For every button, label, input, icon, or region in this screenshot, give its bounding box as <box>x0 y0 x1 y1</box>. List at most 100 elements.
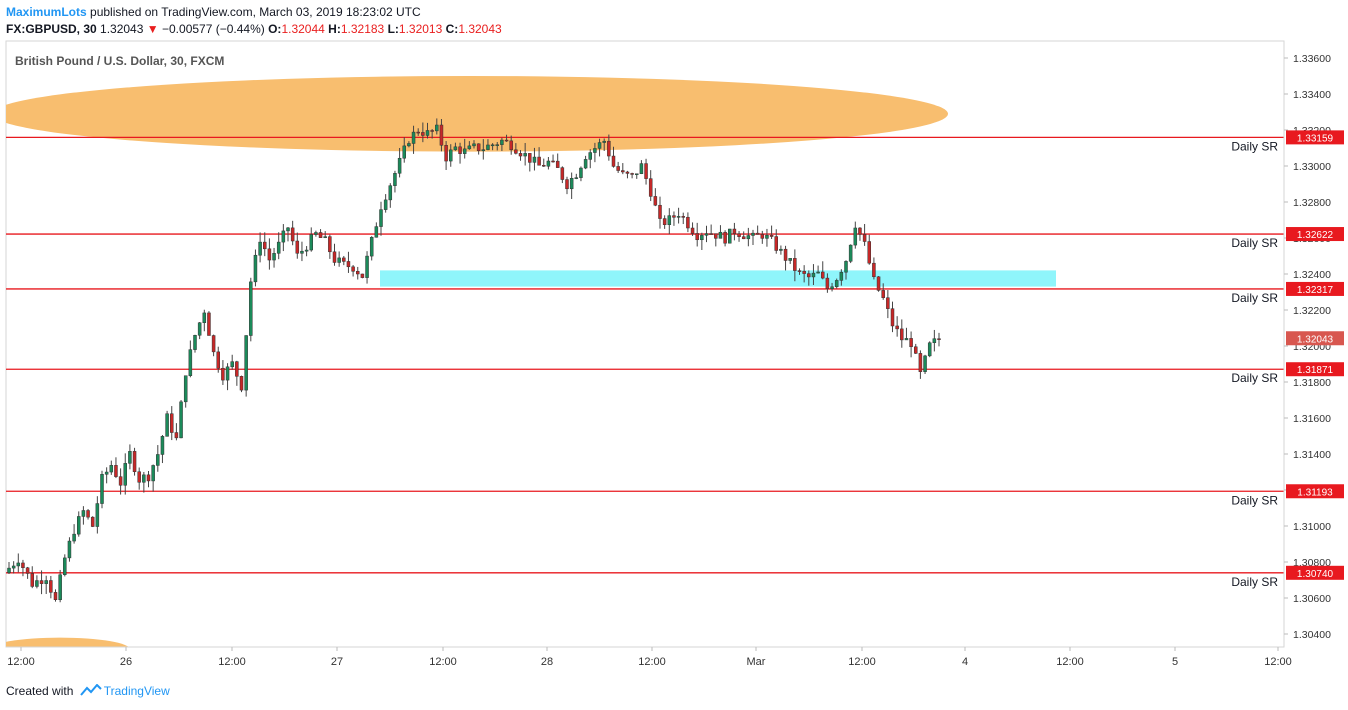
candle[interactable] <box>783 245 788 271</box>
candle[interactable] <box>779 245 783 255</box>
candle[interactable] <box>314 230 318 237</box>
candle[interactable] <box>16 553 21 573</box>
candle[interactable] <box>132 447 137 476</box>
candle[interactable] <box>704 225 709 243</box>
candle[interactable] <box>207 311 211 336</box>
candle[interactable] <box>765 228 769 247</box>
candle[interactable] <box>904 327 909 341</box>
candle[interactable] <box>718 225 723 239</box>
candle[interactable] <box>723 230 727 247</box>
candle[interactable] <box>890 301 895 333</box>
candle[interactable] <box>183 375 188 408</box>
candle[interactable] <box>35 575 39 589</box>
candle[interactable] <box>332 243 337 266</box>
candle[interactable] <box>867 234 871 265</box>
candle[interactable] <box>937 332 941 347</box>
candle[interactable] <box>58 569 62 603</box>
candle[interactable] <box>500 137 504 151</box>
candle[interactable] <box>188 340 193 378</box>
candle[interactable] <box>895 316 899 337</box>
candle[interactable] <box>844 260 848 280</box>
candle[interactable] <box>179 400 183 439</box>
candle[interactable] <box>21 559 25 577</box>
candle[interactable] <box>486 139 490 151</box>
candle[interactable] <box>81 506 86 525</box>
candle[interactable] <box>263 232 267 257</box>
candle[interactable] <box>225 363 230 391</box>
candle[interactable] <box>258 232 262 263</box>
candle[interactable] <box>439 119 444 152</box>
candle[interactable] <box>681 212 685 225</box>
candle[interactable] <box>39 570 44 595</box>
candle[interactable] <box>472 140 476 149</box>
candle[interactable] <box>872 257 876 280</box>
candle[interactable] <box>77 511 81 537</box>
candle[interactable] <box>514 143 518 155</box>
candle[interactable] <box>151 464 155 492</box>
candle[interactable] <box>802 265 806 283</box>
candle[interactable] <box>216 346 220 373</box>
candle[interactable] <box>142 471 146 493</box>
candle[interactable] <box>774 229 778 254</box>
candle[interactable] <box>230 354 234 370</box>
candle[interactable] <box>621 163 625 175</box>
candle[interactable] <box>862 223 867 246</box>
candle[interactable] <box>430 129 434 139</box>
candle[interactable] <box>49 575 53 599</box>
resistance-zone-ellipse[interactable] <box>0 76 948 152</box>
candle[interactable] <box>732 222 737 241</box>
candle[interactable] <box>388 183 393 208</box>
candle[interactable] <box>821 261 825 280</box>
tradingview-brand[interactable]: TradingView <box>103 684 170 698</box>
candle[interactable] <box>342 255 346 266</box>
candle[interactable] <box>63 554 67 577</box>
candle[interactable] <box>751 229 755 246</box>
candle[interactable] <box>444 141 448 170</box>
candle[interactable] <box>583 155 588 170</box>
candle[interactable] <box>300 241 304 262</box>
candle[interactable] <box>700 232 704 251</box>
candle[interactable] <box>421 122 425 143</box>
tradingview-logo-icon[interactable] <box>79 683 102 699</box>
candle[interactable] <box>555 153 560 168</box>
candle[interactable] <box>746 227 751 247</box>
candle[interactable] <box>532 147 537 171</box>
candle[interactable] <box>923 354 927 375</box>
candle[interactable] <box>537 147 541 166</box>
candle[interactable] <box>449 144 453 167</box>
candle[interactable] <box>53 589 58 602</box>
candle[interactable] <box>407 141 411 148</box>
candle[interactable] <box>221 360 225 385</box>
candle[interactable] <box>267 238 272 270</box>
candle[interactable] <box>900 319 904 348</box>
candle[interactable] <box>137 467 141 490</box>
candle[interactable] <box>286 227 290 242</box>
candle[interactable] <box>811 264 816 286</box>
candle[interactable] <box>616 161 620 173</box>
candle[interactable] <box>788 258 792 264</box>
candle[interactable] <box>160 434 165 464</box>
candle[interactable] <box>67 537 72 562</box>
candle[interactable] <box>276 232 281 260</box>
candle[interactable] <box>25 566 30 579</box>
candle[interactable] <box>165 410 169 437</box>
candle[interactable] <box>235 360 239 386</box>
candle[interactable] <box>290 220 295 246</box>
candle[interactable] <box>755 225 760 235</box>
candle[interactable] <box>114 457 118 479</box>
candle[interactable] <box>574 173 579 180</box>
candle[interactable] <box>104 467 109 484</box>
candle[interactable] <box>211 334 216 357</box>
candle[interactable] <box>481 139 486 160</box>
candle[interactable] <box>7 562 11 575</box>
candle[interactable] <box>597 138 602 157</box>
candle[interactable] <box>630 172 634 179</box>
candle[interactable] <box>848 244 853 264</box>
candle[interactable] <box>86 509 90 520</box>
candle[interactable] <box>30 566 34 589</box>
candle[interactable] <box>197 322 202 340</box>
candle[interactable] <box>509 135 513 155</box>
candle[interactable] <box>625 170 630 179</box>
candle[interactable] <box>858 227 862 241</box>
candle[interactable] <box>648 170 653 202</box>
